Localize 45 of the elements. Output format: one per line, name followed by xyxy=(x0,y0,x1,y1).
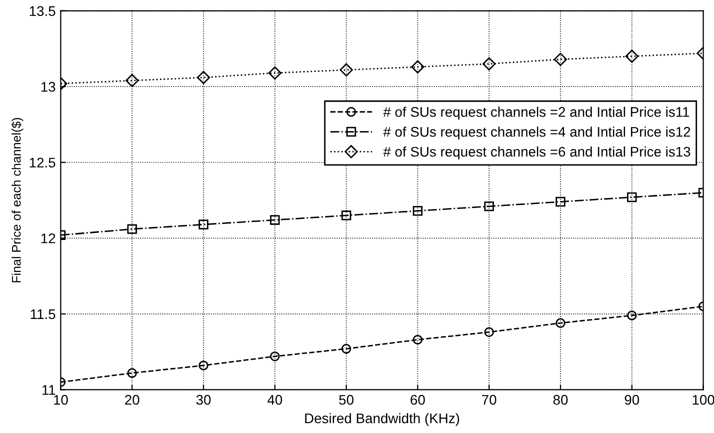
point xyxy=(627,192,637,202)
point xyxy=(198,360,208,370)
legend-label: # of SUs request channels =4 and Intial Price is12 xyxy=(383,126,690,140)
point xyxy=(412,206,423,216)
point xyxy=(340,63,353,77)
point xyxy=(411,60,424,74)
x-axis-title: Desired Bandwidth (KHz) xyxy=(305,413,460,426)
point xyxy=(341,344,352,354)
point xyxy=(484,327,494,337)
point xyxy=(127,368,137,378)
x-tick-label: 30 xyxy=(196,394,211,405)
x-tick-label: 70 xyxy=(482,394,496,405)
x-tick-label: 60 xyxy=(410,394,425,405)
point xyxy=(126,74,139,88)
y-tick-label: 12.5 xyxy=(30,158,56,168)
point xyxy=(482,57,496,70)
y-tick-label: 12 xyxy=(41,233,56,244)
x-tick-label: 90 xyxy=(624,394,640,405)
point xyxy=(196,70,210,84)
y-tick-label: 13.5 xyxy=(30,6,56,16)
point xyxy=(412,334,423,345)
point xyxy=(268,66,282,80)
point xyxy=(627,310,637,320)
x-tick-label: 80 xyxy=(553,394,568,405)
point xyxy=(270,351,280,362)
y-tick-label: 11.5 xyxy=(30,309,56,320)
x-tick-label: 100 xyxy=(692,394,714,405)
legend-label: # of SUs request channels =2 and Intial Price is11 xyxy=(383,106,690,120)
point xyxy=(270,215,280,225)
point xyxy=(198,220,208,230)
x-tick-label: 40 xyxy=(267,394,282,405)
y-axis-title: Final Price of each channel($) xyxy=(11,118,24,282)
point xyxy=(341,210,352,220)
point xyxy=(556,196,566,207)
point xyxy=(127,224,137,234)
y-tick-label: 13 xyxy=(41,82,56,92)
point xyxy=(625,50,638,63)
x-tick-label: 20 xyxy=(125,394,140,405)
point xyxy=(484,201,494,212)
point xyxy=(556,318,566,328)
point xyxy=(554,52,568,66)
y-tick-label: 11 xyxy=(42,385,56,395)
legend-label: # of SUs request channels =6 and Intial Price is13 xyxy=(383,146,690,160)
x-tick-label: 10 xyxy=(54,394,68,405)
x-tick-label: 50 xyxy=(339,394,354,405)
